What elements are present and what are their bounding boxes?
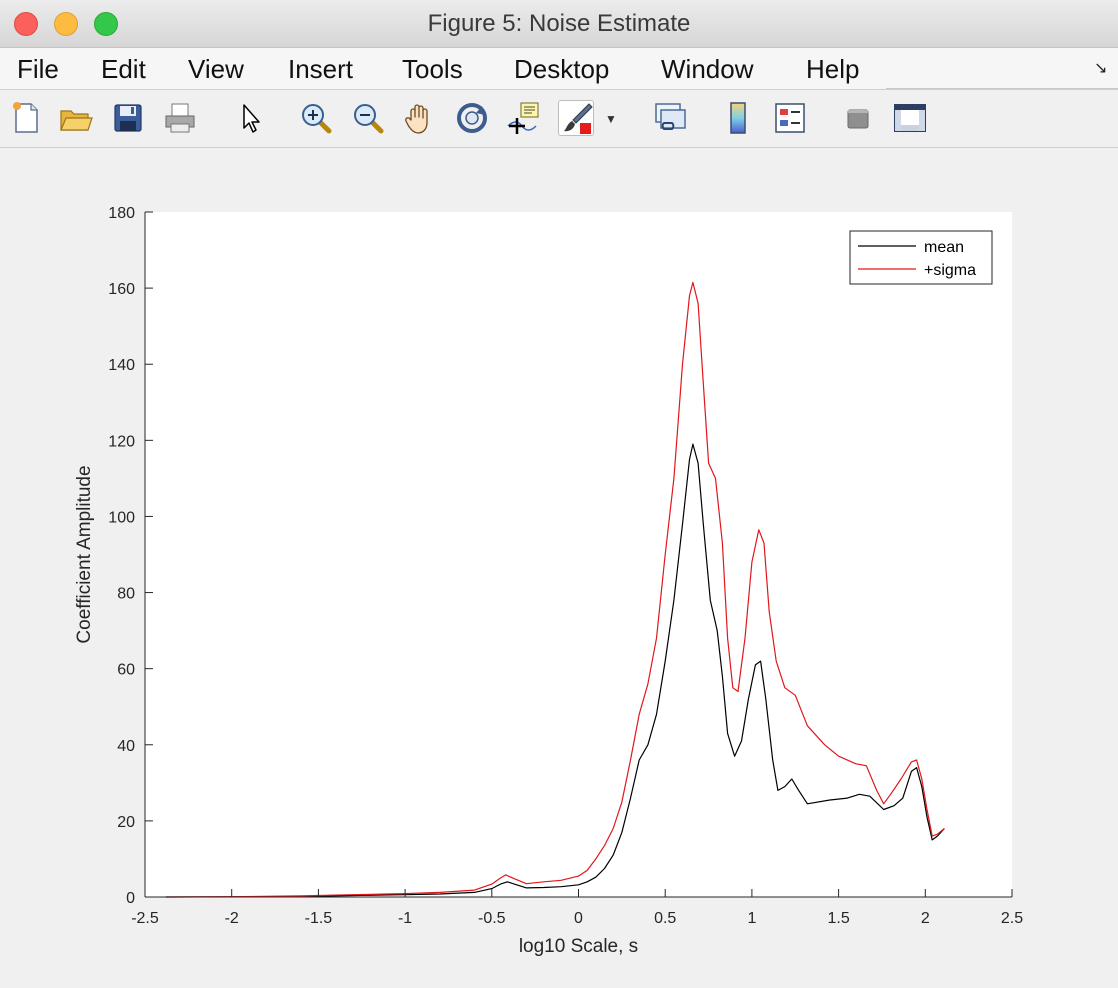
data-cursor-icon[interactable] xyxy=(506,100,542,136)
link-plot-icon[interactable] xyxy=(652,100,688,136)
menu-file[interactable]: File xyxy=(17,54,59,84)
title-bar[interactable]: Figure 5: Noise Estimate xyxy=(0,0,1118,48)
series-line-sigma[interactable] xyxy=(165,281,945,898)
save-icon[interactable] xyxy=(110,100,146,136)
line-chart: -2.5 -2 -1.5 -1 -0.5 0 0.5 1 1.5 2 2.5 0 20 40 60 80 100… xyxy=(74,205,1023,957)
brush-dropdown-icon[interactable]: ▼ xyxy=(605,112,617,126)
dock-figure-icon[interactable]: ↘ xyxy=(1094,60,1108,77)
open-file-icon[interactable] xyxy=(58,100,94,136)
x-tick-label: -2 xyxy=(225,910,239,927)
print-icon[interactable] xyxy=(162,100,198,136)
menu-bar: File Edit View Insert Tools Desktop Wind… xyxy=(0,48,1118,90)
y-tick-label: 140 xyxy=(108,357,135,374)
x-tick-label: 1.5 xyxy=(827,910,849,927)
pointer-icon[interactable] xyxy=(234,100,270,136)
show-plot-tools-icon[interactable] xyxy=(892,100,928,136)
x-tick-label: 1 xyxy=(747,910,756,927)
plot-area[interactable] xyxy=(145,212,1012,897)
rotate-3d-icon[interactable] xyxy=(454,100,490,136)
legend-box[interactable] xyxy=(849,230,993,285)
y-tick-label: 100 xyxy=(108,509,135,526)
menu-view[interactable]: View xyxy=(188,54,244,84)
y-tick-label: 20 xyxy=(117,814,135,831)
legend-label-mean: mean xyxy=(924,239,964,256)
x-axis-label: log10 Scale, s xyxy=(519,936,638,957)
menu-desktop[interactable]: Desktop xyxy=(514,54,610,84)
y-tick-label: 160 xyxy=(108,281,135,298)
y-tick-label: 120 xyxy=(108,433,135,450)
x-tick-label: -0.5 xyxy=(478,910,506,927)
legend-label-sigma: +sigma xyxy=(924,262,976,279)
menu-window[interactable]: Window xyxy=(661,54,754,84)
x-tick-label: 0.5 xyxy=(654,910,676,927)
y-axis-label: Coefficient Amplitude xyxy=(74,465,95,643)
hide-plot-tools-icon[interactable] xyxy=(840,100,876,136)
maximize-window-button[interactable] xyxy=(94,12,118,36)
figure-toolbar: ▼ xyxy=(0,90,1118,148)
x-tick-label: 2.5 xyxy=(1001,910,1023,927)
zoom-in-icon[interactable] xyxy=(298,100,334,136)
x-tick-label: 0 xyxy=(574,910,583,927)
x-tick-label: -2.5 xyxy=(131,910,159,927)
menu-tools[interactable]: Tools xyxy=(402,54,463,84)
x-tick-label: -1 xyxy=(398,910,412,927)
new-figure-icon[interactable] xyxy=(8,100,44,136)
y-tick-label: 80 xyxy=(117,586,135,603)
series-line-mean[interactable] xyxy=(165,443,945,898)
legend-icon[interactable] xyxy=(772,100,808,136)
y-tick-label: 60 xyxy=(117,662,135,679)
minimize-window-button[interactable] xyxy=(54,12,78,36)
zoom-out-icon[interactable] xyxy=(350,100,386,136)
pan-icon[interactable] xyxy=(402,100,438,136)
x-tick-label: 2 xyxy=(921,910,930,927)
menu-insert[interactable]: Insert xyxy=(288,54,354,84)
close-window-button[interactable] xyxy=(14,12,38,36)
window-title: Figure 5: Noise Estimate xyxy=(427,10,691,37)
menu-edit[interactable]: Edit xyxy=(101,54,146,84)
x-tick-label: -1.5 xyxy=(305,910,333,927)
menu-help[interactable]: Help xyxy=(806,54,860,84)
y-tick-label: 40 xyxy=(117,738,135,755)
figure-canvas[interactable]: -2.5 -2 -1.5 -1 -0.5 0 0.5 1 1.5 2 2.5 0 20 40 60 80 100… xyxy=(0,149,1118,988)
colorbar-icon[interactable] xyxy=(720,100,756,136)
y-tick-label: 0 xyxy=(126,890,135,907)
brush-icon[interactable] xyxy=(558,100,594,136)
y-tick-label: 180 xyxy=(108,205,135,222)
menu-divider xyxy=(886,88,1118,89)
